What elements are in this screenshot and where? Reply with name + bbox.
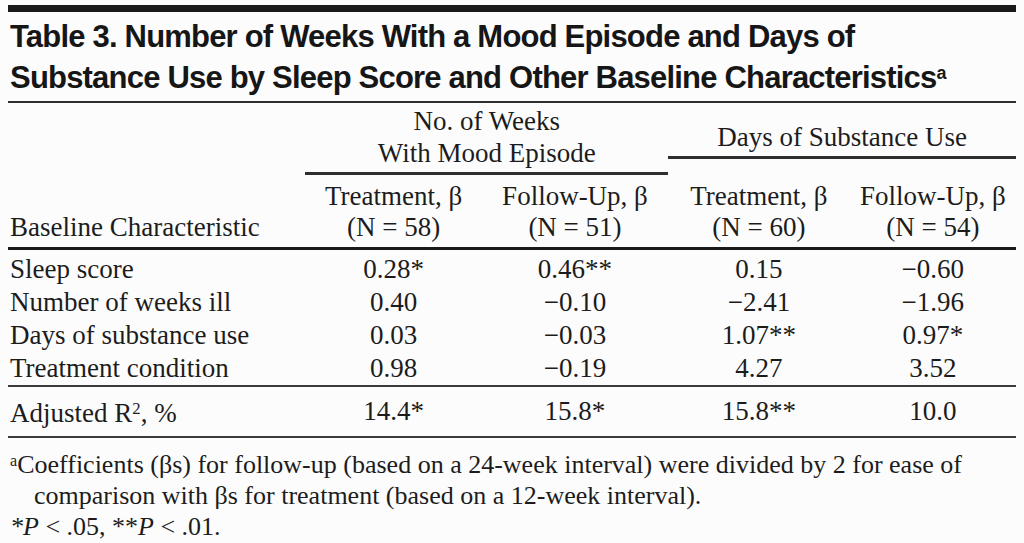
spanner-header-row: No. of Weeks With Mood Episode Days of S… <box>8 105 1016 175</box>
column-header-treatment-substance: Treatment, β (N = 60) <box>668 175 849 249</box>
data-cell: 0.40 <box>305 286 481 319</box>
row-label: Sleep score <box>8 249 305 287</box>
spanner-substance-use-label: Days of Substance Use <box>668 121 1016 159</box>
column-header-row: Baseline Characteristic Treatment, β (N … <box>8 175 1016 249</box>
sig-text: < .01. <box>154 512 221 541</box>
sig-text: < .05, ** <box>39 512 138 541</box>
top-rule <box>8 5 1016 12</box>
data-cell: 10.0 <box>850 386 1016 437</box>
column-header-treatment-mood: Treatment, β (N = 58) <box>305 175 481 249</box>
column-header-followup-mood: Follow-Up, β (N = 51) <box>482 175 668 249</box>
spanner-substance-line: Days of Substance Use <box>717 122 967 152</box>
row-label: Days of substance use <box>8 319 305 352</box>
title-footnote-marker: a <box>937 63 947 83</box>
column-header-label: Follow-Up, β <box>502 181 648 211</box>
data-cell: 15.8** <box>668 386 849 437</box>
data-cell: 0.28* <box>305 249 481 287</box>
adjusted-r2-label-suffix: , % <box>141 398 177 428</box>
table-row: Days of substance use 0.03 −0.03 1.07** … <box>8 319 1016 352</box>
data-cell: 0.98 <box>305 352 481 386</box>
spanner-stub-spacer <box>8 105 305 175</box>
title-divider-rule <box>8 101 1016 103</box>
spanner-substance-use: Days of Substance Use <box>668 105 1016 175</box>
data-cell: 1.07** <box>668 319 849 352</box>
data-cell: 0.46** <box>482 249 668 287</box>
spanner-mood-episode: No. of Weeks With Mood Episode <box>305 105 668 175</box>
table-title: Table 3. Number of Weeks With a Mood Epi… <box>8 19 1016 96</box>
data-cell: 0.15 <box>668 249 849 287</box>
table-row: Sleep score 0.28* 0.46** 0.15 −0.60 <box>8 249 1016 287</box>
data-cell: 15.8* <box>482 386 668 437</box>
sig-p-italic: P <box>138 512 154 541</box>
adjusted-r2-row: Adjusted R2, % 14.4* 15.8* 15.8** 10.0 <box>8 386 1016 437</box>
data-cell: 3.52 <box>850 352 1016 386</box>
table-footnotes: aCoefficients (βs) for follow-up (based … <box>8 445 998 542</box>
column-header-n: (N = 60) <box>712 212 805 242</box>
table-title-line1: Table 3. Number of Weeks With a Mood Epi… <box>10 19 854 54</box>
spanner-mood-episode-label: No. of Weeks With Mood Episode <box>305 105 668 175</box>
paper-table-figure: Table 3. Number of Weeks With a Mood Epi… <box>0 5 1024 543</box>
row-label: Adjusted R2, % <box>8 386 305 437</box>
spanner-mood-line1: No. of Weeks <box>414 106 561 136</box>
adjusted-r2-superscript: 2 <box>132 399 140 418</box>
data-cell: 0.03 <box>305 319 481 352</box>
column-header-followup-substance: Follow-Up, β (N = 54) <box>850 175 1016 249</box>
column-header-label: Follow-Up, β <box>860 181 1006 211</box>
table-row: Number of weeks ill 0.40 −0.10 −2.41 −1.… <box>8 286 1016 319</box>
adjusted-r2-label: Adjusted R <box>10 398 132 428</box>
footnote-a-text: Coefficients (βs) for follow-up (based o… <box>17 450 962 510</box>
data-cell: −0.10 <box>482 286 668 319</box>
results-table: No. of Weeks With Mood Episode Days of S… <box>8 105 1016 438</box>
data-cell: 14.4* <box>305 386 481 437</box>
significance-note: *P < .05, **P < .01. <box>10 511 998 542</box>
column-header-n: (N = 54) <box>886 212 979 242</box>
data-cell: −1.96 <box>850 286 1016 319</box>
data-cell: −2.41 <box>668 286 849 319</box>
column-header-label: Treatment, β <box>690 181 827 211</box>
data-cell: −0.19 <box>482 352 668 386</box>
sig-p-italic: P <box>23 512 39 541</box>
stub-column-header: Baseline Characteristic <box>8 175 305 249</box>
footnote-a: aCoefficients (βs) for follow-up (based … <box>10 445 998 511</box>
column-header-n: (N = 58) <box>347 212 440 242</box>
data-cell: 4.27 <box>668 352 849 386</box>
data-cell: 0.97* <box>850 319 1016 352</box>
data-cell: −0.03 <box>482 319 668 352</box>
column-header-label: Treatment, β <box>325 181 462 211</box>
row-label: Treatment condition <box>8 352 305 386</box>
row-label: Number of weeks ill <box>8 286 305 319</box>
table-title-line2: Substance Use by Sleep Score and Other B… <box>10 60 937 95</box>
data-cell: −0.60 <box>850 249 1016 287</box>
table-row: Treatment condition 0.98 −0.19 4.27 3.52 <box>8 352 1016 386</box>
sig-star: * <box>10 512 23 541</box>
column-header-n: (N = 51) <box>528 212 621 242</box>
spanner-mood-line2: With Mood Episode <box>378 138 596 168</box>
